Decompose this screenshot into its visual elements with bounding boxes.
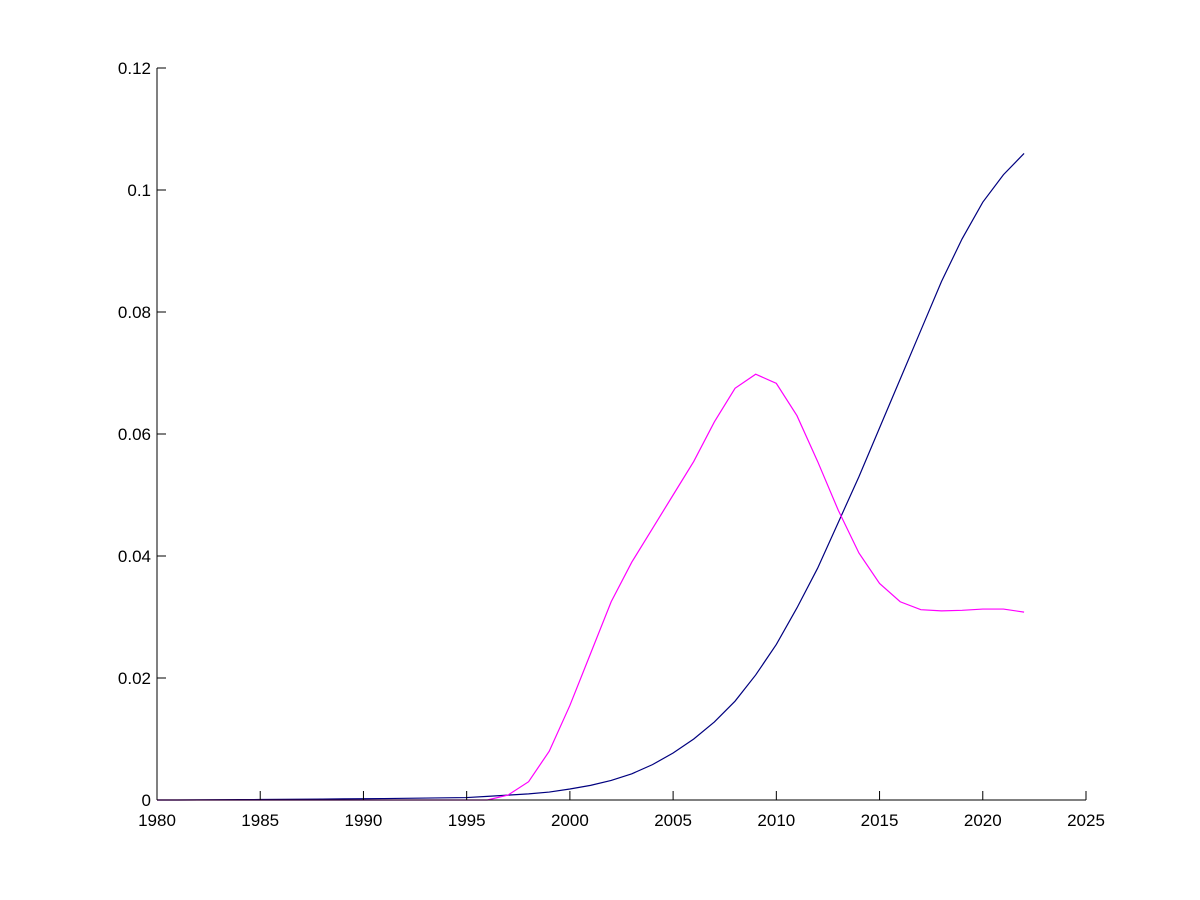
x-tick-label: 2000 (551, 811, 589, 830)
x-tick-label: 2010 (757, 811, 795, 830)
x-tick-label: 2015 (861, 811, 899, 830)
x-tick-label: 2025 (1067, 811, 1105, 830)
x-tick-label: 1995 (448, 811, 486, 830)
y-tick-label: 0.02 (118, 669, 151, 688)
plot-area (157, 68, 1086, 800)
y-tick-label: 0 (142, 791, 151, 810)
y-tick-label: 0.06 (118, 425, 151, 444)
line-series (157, 152, 1025, 801)
x-tick-label: 2005 (654, 811, 692, 830)
y-tick-label: 0.04 (118, 547, 151, 566)
y-tick-label: 0.1 (127, 181, 151, 200)
y-tick-label: 0.12 (118, 59, 151, 78)
x-tick-label: 2020 (964, 811, 1002, 830)
x-tick-label: 1980 (138, 811, 176, 830)
x-tick-label: 1990 (345, 811, 383, 830)
x-tick-label: 1985 (241, 811, 279, 830)
y-tick-label: 0.08 (118, 303, 151, 322)
